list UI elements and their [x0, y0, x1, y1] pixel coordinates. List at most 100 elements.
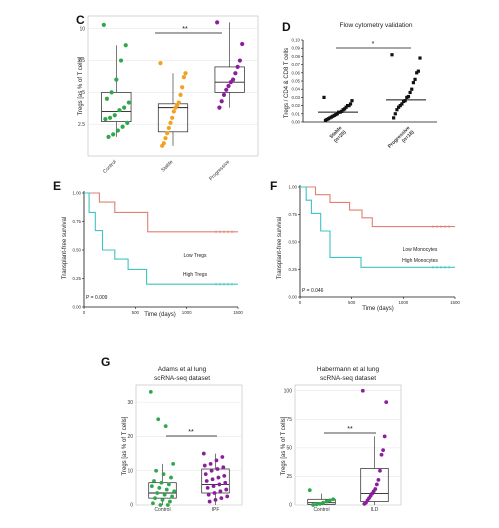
data-point — [152, 479, 156, 483]
data-point — [172, 489, 177, 494]
data-point — [203, 472, 208, 477]
data-point — [165, 503, 170, 507]
data-point — [321, 500, 326, 505]
panel-c: C Tregs [as % of T cells] 2.5 5 7.5 10 Cont… — [76, 13, 259, 182]
panel-g-letter: G — [101, 355, 110, 369]
y-tick-label: 0.75 — [288, 212, 297, 217]
data-point — [163, 136, 168, 141]
data-point — [160, 143, 165, 148]
data-point — [221, 465, 226, 470]
box-body — [101, 92, 132, 122]
y-tick-label: 2.5 — [78, 122, 85, 128]
y-tick-label: 0.08 — [291, 54, 300, 59]
panel-g-right-yticks: 0 25 50 75 100 — [284, 388, 293, 508]
data-point — [228, 80, 233, 85]
panel-f-xlabel: Time (days) — [362, 306, 393, 312]
data-point — [166, 125, 171, 131]
data-point — [240, 41, 245, 47]
data-point — [149, 484, 154, 489]
panel-c-ylabel: Tregs [as % of T cells] — [78, 56, 84, 115]
data-point — [235, 64, 240, 70]
data-point — [224, 487, 229, 492]
data-point — [181, 74, 186, 80]
y-tick-label: 10 — [79, 26, 85, 32]
panel-c-boxes — [101, 20, 245, 148]
data-point — [418, 56, 422, 60]
x-tick-label: Control — [102, 159, 118, 175]
x-tick-label: Control — [313, 507, 329, 513]
data-point — [126, 100, 131, 105]
panel-d-points — [318, 53, 426, 122]
panel-e: E Transplant-free survival 0.000.250.500… — [53, 179, 243, 318]
panel-d: D Flow cytometry validation Tregs / CD4 … — [282, 20, 437, 150]
data-point — [226, 83, 231, 89]
panel-f-letter: F — [270, 179, 277, 193]
y-tick-label: 0.10 — [291, 38, 300, 43]
panel-e-ylabel: Transplant-free survival — [62, 217, 68, 279]
panel-g-right-plot-area — [294, 384, 402, 506]
data-point — [324, 499, 329, 504]
data-point — [148, 389, 153, 394]
data-point — [218, 489, 223, 494]
data-point — [317, 501, 322, 506]
data-point — [183, 71, 188, 76]
data-point — [103, 116, 108, 122]
data-point — [125, 120, 130, 126]
data-point — [155, 491, 160, 495]
y-tick-label: 0.00 — [72, 305, 81, 310]
data-point — [156, 417, 161, 422]
panel-f-low-label: Low Monocytes — [403, 247, 438, 253]
panel-d-letter: D — [282, 20, 291, 34]
data-point — [158, 60, 163, 66]
data-point — [205, 485, 210, 490]
data-point — [341, 108, 345, 112]
data-point — [109, 90, 114, 95]
data-point — [201, 451, 206, 456]
data-point — [392, 116, 396, 120]
x-tick-label: Control — [154, 507, 170, 513]
data-point — [171, 109, 176, 114]
data-point — [374, 482, 379, 487]
data-point — [171, 461, 176, 466]
x-tick-label: 500 — [348, 300, 356, 305]
data-point — [221, 92, 227, 98]
data-point — [411, 81, 416, 85]
data-point — [311, 503, 316, 507]
data-point — [158, 503, 163, 507]
x-tick-label: 0 — [299, 300, 302, 305]
data-point — [168, 499, 172, 504]
panel-g-left-plot-area — [135, 384, 243, 506]
panel-e-letter: E — [53, 179, 61, 193]
survival-curve — [300, 186, 455, 268]
data-point — [114, 77, 119, 82]
data-point — [104, 96, 110, 101]
data-point — [170, 494, 174, 499]
y-tick-label: 0.01 — [291, 111, 300, 116]
data-point — [225, 494, 230, 499]
data-point — [401, 99, 406, 104]
data-point — [207, 499, 212, 504]
y-tick-label: 0 — [289, 503, 292, 509]
panel-g-right-gridlines — [295, 390, 401, 506]
data-point — [117, 108, 122, 113]
y-tick-label: 25 — [286, 474, 292, 480]
data-point — [223, 480, 228, 485]
data-point — [237, 58, 243, 63]
y-tick-label: 30 — [127, 400, 133, 406]
data-point — [384, 400, 389, 405]
data-point — [153, 496, 157, 501]
data-point — [159, 480, 164, 485]
panel-e-axes — [83, 191, 238, 308]
panel-g-left-gridlines — [136, 401, 242, 506]
panel-g-left-title-1: Adams et al lung — [158, 366, 207, 373]
data-point — [213, 497, 218, 502]
y-tick-label: 100 — [284, 388, 293, 394]
data-point — [344, 105, 348, 109]
data-point — [211, 484, 216, 489]
panel-c-xticks: Control Stable Progressive — [102, 159, 231, 182]
y-tick-label: 7.5 — [78, 58, 85, 64]
y-tick-label: 0.00 — [291, 120, 300, 125]
panel-f-curves — [300, 186, 455, 269]
panel-e-ticks: 0.00 0.25 0.50 0.75 1.00 0 500 1000 1500 — [72, 191, 243, 316]
panel-g-right-title-2: scRNA-seq dataset — [320, 375, 376, 382]
